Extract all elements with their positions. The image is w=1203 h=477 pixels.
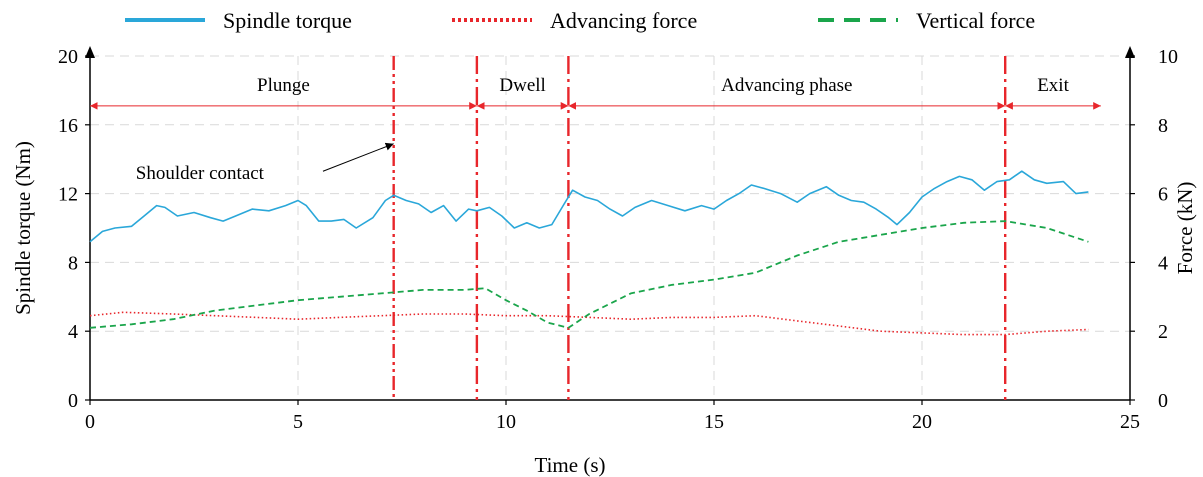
x-tick-label: 10 [496,411,516,433]
x-tick-label: 0 [85,411,95,433]
y-axis-left-arrow [85,46,95,58]
y-tick-label-right: 10 [1158,46,1178,68]
x-tick-label: 5 [293,411,303,433]
phase-label: Advancing phase [721,75,852,96]
legend-label: Spindle torque [223,8,352,33]
series-line-vertical-force [89,220,1089,329]
phase-label: Dwell [499,75,545,96]
y-axis-label-left: Spindle torque (Nm) [11,141,35,315]
x-tick-label: 25 [1120,411,1140,433]
series-line-spindle-torque [89,170,1089,243]
y-axis-label-right: Force (kN) [1173,182,1197,275]
y-tick-label-left: 0 [68,390,78,412]
chart-labels: 0 5 10 15 20 25 0 4 8 12 16 20 0 2 4 6 8 10 Time (s) Spindl… [11,46,1197,477]
y-tick-label-right: 6 [1158,184,1168,206]
phase-markers [90,56,1101,400]
x-axis-label: Time (s) [535,453,606,477]
legend: Spindle torque Advancing force Vertical fo… [125,8,1035,33]
y-tick-label-left: 20 [58,46,78,68]
y-tick-label-right: 2 [1158,321,1168,343]
x-tick-label: 15 [704,411,724,433]
y-tick-label-left: 12 [58,184,78,206]
annotation-arrow [322,142,394,172]
y-tick-label-right: 8 [1158,115,1168,137]
axes [85,46,1135,405]
data-series [89,170,1089,336]
y-tick-label-left: 8 [68,252,78,274]
y-axis-right-arrow [1125,46,1135,58]
phase-label: Plunge [257,75,310,96]
legend-label: Advancing force [550,8,697,33]
x-tick-label: 20 [912,411,932,433]
phase-label: Exit [1037,75,1069,96]
legend-label: Vertical force [916,8,1035,33]
grid-lines [89,55,1131,401]
y-tick-label-right: 4 [1158,252,1168,274]
y-tick-label-right: 0 [1158,390,1168,412]
y-tick-label-left: 16 [58,115,78,137]
y-tick-label-left: 4 [68,321,78,343]
annotation-label: Shoulder contact [136,163,265,184]
